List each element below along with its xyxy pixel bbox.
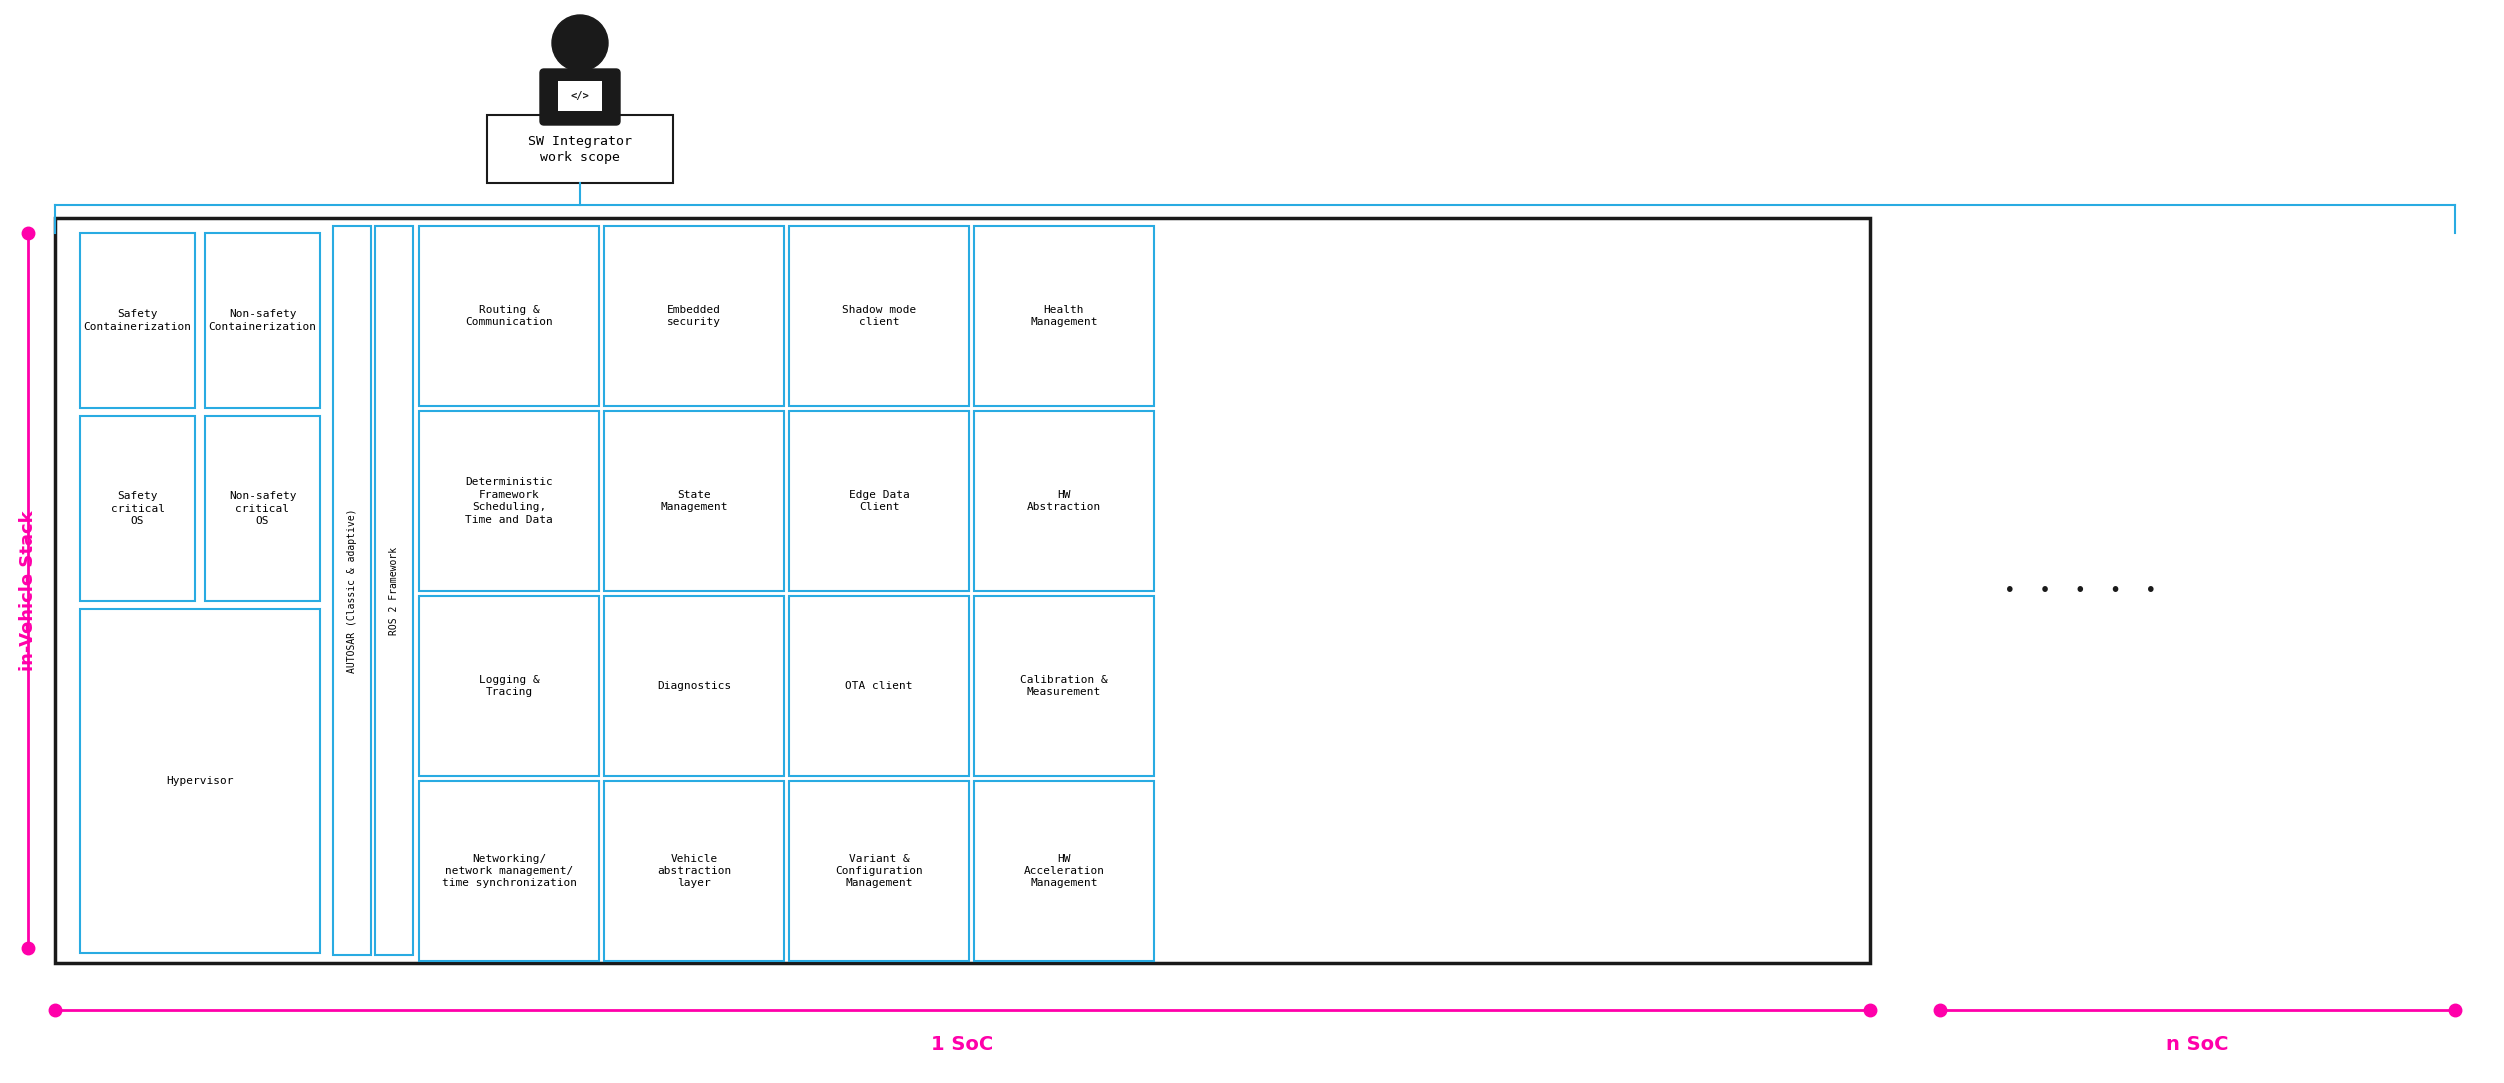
Text: Variant &
Configuration
Management: Variant & Configuration Management	[836, 853, 924, 888]
Text: State
Management: State Management	[661, 490, 729, 512]
Bar	[603, 596, 784, 777]
Bar	[974, 596, 1154, 777]
Bar	[205, 416, 321, 601]
Bar	[558, 81, 601, 110]
Bar	[80, 609, 321, 953]
Text: n SoC: n SoC	[2166, 1035, 2229, 1055]
Text: Shadow mode
client: Shadow mode client	[841, 304, 916, 327]
Bar	[80, 233, 195, 408]
Bar	[603, 226, 784, 406]
Text: Non-safety
Containerization: Non-safety Containerization	[208, 310, 316, 331]
Bar	[418, 226, 598, 406]
Text: Safety
critical
OS: Safety critical OS	[110, 491, 165, 526]
Text: OTA client: OTA client	[846, 681, 914, 691]
Bar	[789, 781, 969, 961]
Text: HW
Abstraction: HW Abstraction	[1027, 490, 1102, 512]
Bar	[486, 115, 674, 183]
Text: Calibration &
Measurement: Calibration & Measurement	[1019, 675, 1107, 697]
Bar	[418, 596, 598, 777]
Bar	[789, 596, 969, 777]
Text: </>: </>	[571, 91, 588, 101]
Text: Embedded
security: Embedded security	[666, 304, 721, 327]
Bar	[376, 226, 413, 955]
Text: AUTOSAR (Classic & adaptive): AUTOSAR (Classic & adaptive)	[348, 508, 358, 673]
Bar	[603, 412, 784, 591]
Bar	[789, 412, 969, 591]
Circle shape	[551, 15, 608, 71]
Text: HW
Acceleration
Management: HW Acceleration Management	[1024, 853, 1104, 888]
Text: Edge Data
Client: Edge Data Client	[849, 490, 909, 512]
Bar	[974, 226, 1154, 406]
Bar	[603, 781, 784, 961]
Bar	[205, 233, 321, 408]
Text: Routing &
Communication: Routing & Communication	[466, 304, 553, 327]
Bar	[789, 226, 969, 406]
Text: Hypervisor: Hypervisor	[165, 777, 233, 786]
Text: Logging &
Tracing: Logging & Tracing	[478, 675, 538, 697]
Text: •  •  •  •  •: • • • • •	[2003, 580, 2156, 600]
Text: ROS 2 Framework: ROS 2 Framework	[388, 547, 398, 635]
Text: 1 SoC: 1 SoC	[931, 1035, 994, 1055]
Text: Safety
Containerization: Safety Containerization	[83, 310, 190, 331]
Bar	[80, 416, 195, 601]
Bar	[974, 412, 1154, 591]
Text: Non-safety
critical
OS: Non-safety critical OS	[228, 491, 295, 526]
Text: in-Vehicle Stack: in-Vehicle Stack	[20, 510, 38, 670]
Text: Networking/
network management/
time synchronization: Networking/ network management/ time syn…	[441, 853, 576, 888]
Bar	[418, 412, 598, 591]
Bar	[333, 226, 371, 955]
Text: Diagnostics: Diagnostics	[656, 681, 731, 691]
Text: SW Integrator
work scope: SW Integrator work scope	[528, 134, 631, 164]
Text: Vehicle
abstraction
layer: Vehicle abstraction layer	[656, 853, 731, 888]
Text: Deterministic
Framework
Scheduling,
Time and Data: Deterministic Framework Scheduling, Time…	[466, 478, 553, 524]
Text: Health
Management: Health Management	[1029, 304, 1097, 327]
Bar	[55, 218, 1870, 963]
Bar	[974, 781, 1154, 961]
Bar	[418, 781, 598, 961]
FancyBboxPatch shape	[541, 69, 621, 125]
